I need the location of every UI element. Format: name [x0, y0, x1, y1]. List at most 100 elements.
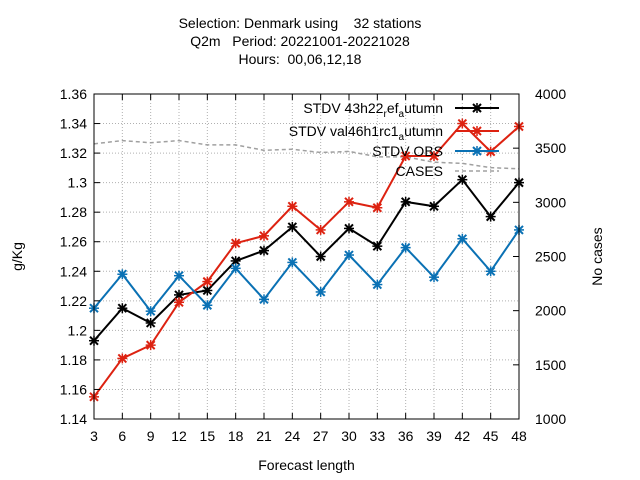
y-tick-label: 1.32	[60, 145, 87, 161]
x-tick-label: 12	[171, 428, 187, 444]
y-tick-label: 1.2	[68, 322, 88, 338]
data-point	[372, 202, 383, 213]
data-point	[400, 196, 411, 207]
data-point	[344, 250, 354, 261]
legend-entry: STDV OBS	[372, 143, 499, 159]
legend-label: STDV 43h22refautumn	[303, 100, 443, 120]
data-point	[174, 297, 184, 308]
data-point	[429, 151, 439, 162]
data-point	[145, 340, 156, 351]
x-axis-label: Forecast length	[258, 457, 355, 473]
series-layer	[89, 118, 524, 402]
x-tick-label: 33	[370, 428, 386, 444]
y-tick-label: 1.36	[60, 86, 87, 102]
x-tick-label: 36	[398, 428, 414, 444]
x-tick-label: 42	[455, 428, 471, 444]
x-tick-label: 45	[483, 428, 499, 444]
y2-tick-label: 2500	[535, 249, 566, 265]
y-tick-label: 1.24	[60, 263, 87, 279]
y-tick-label: 1.14	[60, 411, 87, 427]
chart-title-line-2: Q2m Period: 20221001-20221028	[190, 33, 410, 49]
data-point	[485, 266, 496, 277]
legend-marker	[472, 146, 482, 156]
y2-tick-label: 2000	[535, 303, 566, 319]
data-point	[429, 201, 439, 212]
data-point	[145, 317, 156, 328]
x-tick-label: 30	[341, 428, 357, 444]
data-point	[202, 276, 213, 287]
data-point	[259, 245, 269, 256]
legend-label: STDV val46h1rc1autumn	[289, 123, 443, 143]
x-axis-ticks: 3 6 9 12 15 18 21 24 27 30 33 36 39 42 45 48	[90, 94, 527, 444]
y2-tick-label: 4000	[535, 86, 566, 102]
data-point	[429, 272, 439, 283]
data-point	[230, 263, 241, 274]
y-axis-label: g/Kg	[9, 242, 25, 271]
legend-label: CASES	[396, 163, 443, 179]
data-point	[117, 303, 128, 314]
y2-tick-label: 1500	[535, 357, 566, 373]
y-tick-label: 1.3	[68, 175, 88, 191]
data-point	[287, 201, 298, 212]
data-point	[287, 221, 298, 232]
data-point	[315, 251, 326, 262]
data-point	[202, 300, 213, 311]
y2-tick-label: 1000	[535, 411, 566, 427]
legend-marker	[472, 126, 482, 136]
data-point	[174, 270, 184, 281]
series-line	[93, 229, 520, 313]
x-tick-label: 21	[256, 428, 272, 444]
data-point	[145, 306, 156, 317]
data-point	[457, 174, 468, 185]
data-point	[117, 269, 128, 280]
data-point	[485, 211, 496, 222]
x-tick-label: 39	[426, 428, 442, 444]
data-point	[315, 286, 326, 297]
x-tick-label: 3	[90, 428, 98, 444]
series-2	[89, 224, 524, 317]
x-tick-label: 18	[228, 428, 244, 444]
data-point	[372, 241, 383, 252]
y-tick-label: 1.28	[60, 204, 87, 220]
data-point	[457, 118, 468, 129]
data-point	[344, 196, 354, 207]
legend-entry: STDV val46h1rc1autumn	[289, 123, 499, 143]
x-tick-label: 48	[511, 428, 527, 444]
y-tick-label: 1.18	[60, 352, 87, 368]
data-point	[230, 238, 241, 249]
y2-axis-ticks: 1000 1500 2000 2500 3000 3500 4000	[513, 86, 566, 427]
series-line	[93, 139, 520, 170]
data-point	[457, 233, 468, 244]
y-tick-label: 1.16	[60, 381, 87, 397]
data-point	[287, 257, 298, 268]
series-line	[93, 122, 520, 398]
chart-title-line-3: Hours: 00,06,12,18	[238, 51, 362, 67]
series-3	[93, 139, 520, 170]
y2-tick-label: 3500	[535, 140, 566, 156]
legend-entry: CASES	[396, 163, 499, 179]
data-point	[202, 285, 213, 296]
x-tick-label: 9	[147, 428, 155, 444]
data-point	[117, 353, 128, 364]
data-point	[259, 294, 269, 305]
data-point	[315, 224, 326, 235]
legend-label: STDV OBS	[372, 143, 443, 159]
y-axis-ticks: 1.14 1.16 1.18 1.2 1.22 1.24 1.26 1.28 1.3 1.32 1.…	[60, 86, 100, 427]
series-1	[89, 118, 524, 402]
x-tick-label: 15	[200, 428, 216, 444]
y2-axis-label: No cases	[589, 227, 605, 285]
legend-entry: STDV 43h22refautumn	[303, 100, 499, 120]
x-tick-label: 24	[285, 428, 301, 444]
y-tick-label: 1.22	[60, 293, 87, 309]
series-line	[93, 178, 520, 342]
y2-tick-label: 3000	[535, 194, 566, 210]
chart-title-line-1: Selection: Denmark using 32 stations	[178, 15, 422, 31]
data-point	[344, 223, 354, 234]
x-tick-label: 6	[118, 428, 126, 444]
data-point	[400, 242, 411, 253]
data-point	[400, 151, 411, 162]
legend-marker	[472, 103, 482, 113]
x-tick-label: 27	[313, 428, 329, 444]
y-tick-label: 1.34	[60, 116, 87, 132]
legend: STDV 43h22refautumn STDV val46h1rc1autumn…	[289, 100, 499, 179]
